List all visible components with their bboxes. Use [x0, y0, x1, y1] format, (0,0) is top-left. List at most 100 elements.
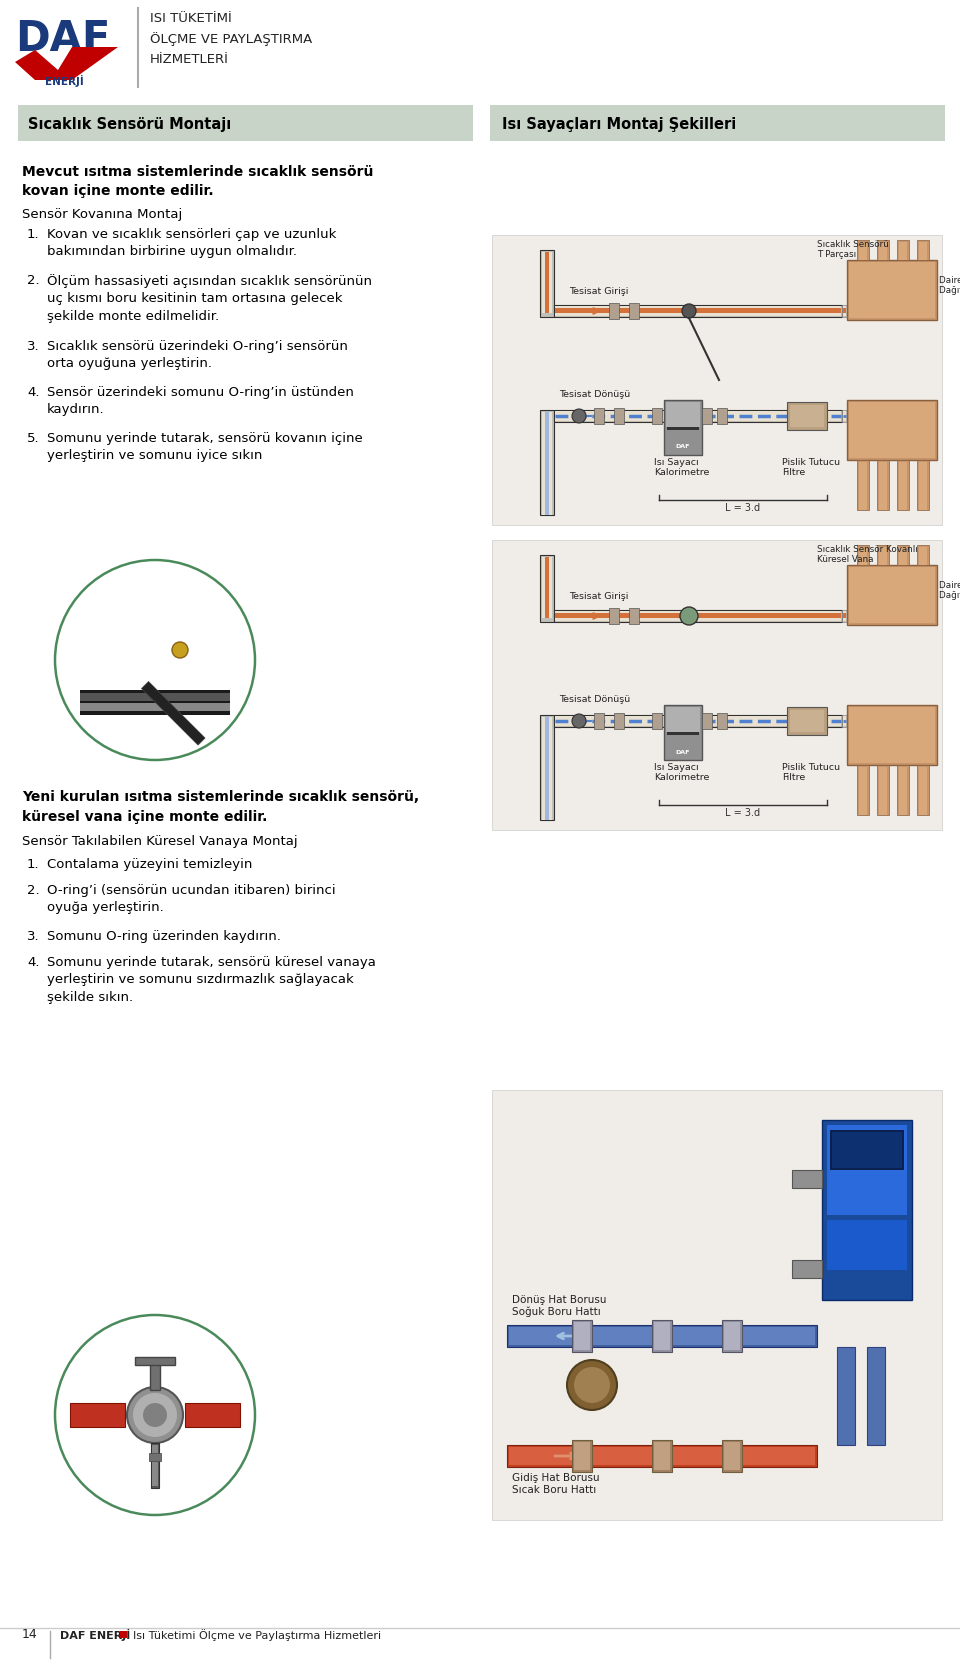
Text: Kovan ve sıcaklık sensörleri çap ve uzunluk
bakımından birbirine uygun olmalıdır: Kovan ve sıcaklık sensörleri çap ve uzun…: [47, 227, 336, 259]
Bar: [859, 461, 867, 510]
Text: Daire İçi
Dağıtım Kollektörü: Daire İçi Dağıtım Kollektörü: [939, 580, 960, 600]
Bar: [614, 714, 624, 729]
Bar: [545, 717, 549, 820]
Bar: [629, 302, 639, 319]
Bar: [702, 408, 712, 424]
Bar: [843, 306, 846, 316]
Circle shape: [680, 607, 698, 625]
Bar: [897, 765, 909, 815]
Bar: [897, 545, 909, 565]
Circle shape: [55, 1315, 255, 1516]
Bar: [542, 556, 552, 618]
Bar: [120, 1631, 127, 1638]
Bar: [18, 105, 473, 140]
Bar: [790, 404, 824, 428]
Bar: [722, 1440, 742, 1472]
Text: Tesisat Girişi: Tesisat Girişi: [569, 592, 629, 602]
Bar: [555, 612, 841, 622]
Bar: [919, 461, 927, 510]
Circle shape: [572, 409, 586, 423]
Bar: [837, 1347, 855, 1445]
Bar: [830, 1130, 904, 1170]
Text: DAF ENERJİ: DAF ENERJİ: [60, 1629, 131, 1641]
Bar: [899, 546, 907, 565]
Text: 14: 14: [22, 1629, 37, 1641]
Text: Isı Sayacı
Kalorimetre: Isı Sayacı Kalorimetre: [654, 458, 709, 478]
Text: Somunu O-ring üzerinden kaydırın.: Somunu O-ring üzerinden kaydırın.: [47, 931, 281, 942]
Bar: [149, 1454, 161, 1460]
Bar: [594, 714, 604, 729]
Text: Sensör Takılabilen Küresel Vanaya Montaj: Sensör Takılabilen Küresel Vanaya Montaj: [22, 836, 298, 847]
Bar: [609, 302, 619, 319]
Text: Tesisat Girişi: Tesisat Girişi: [569, 287, 629, 296]
Text: Sıcaklık sensörü üzerindeki O-ring’i sensörün
orta oyuğuna yerleştirin.: Sıcaklık sensörü üzerindeki O-ring’i sen…: [47, 339, 348, 371]
Bar: [917, 241, 929, 261]
Bar: [554, 306, 842, 317]
Bar: [554, 610, 842, 622]
Circle shape: [567, 1360, 617, 1410]
Bar: [664, 705, 702, 760]
Text: 2.: 2.: [27, 274, 39, 287]
Bar: [572, 1440, 592, 1472]
Text: ISI TÜKETİMİ
ÖLÇME VE PAYLAŞTIRMA
HİZMETLERİ: ISI TÜKETİMİ ÖLÇME VE PAYLAŞTIRMA HİZMET…: [150, 12, 312, 65]
Bar: [847, 565, 937, 625]
Bar: [857, 241, 869, 261]
Bar: [722, 1320, 742, 1352]
Bar: [843, 411, 846, 421]
Bar: [507, 1325, 817, 1347]
Bar: [919, 767, 927, 815]
Text: Daire İçi
Dağıtım Kollektörü: Daire İçi Dağıtım Kollektörü: [939, 276, 960, 296]
Bar: [664, 399, 702, 455]
Text: Contalama yüzeyini temizleyin: Contalama yüzeyini temizleyin: [47, 857, 252, 871]
Bar: [555, 306, 841, 316]
Text: Tesisat Dönüşü: Tesisat Dönüşü: [559, 389, 631, 399]
Bar: [555, 411, 841, 421]
Bar: [877, 460, 889, 510]
Bar: [594, 408, 604, 424]
Bar: [152, 1445, 158, 1486]
Bar: [654, 1442, 670, 1470]
Bar: [652, 714, 662, 729]
Text: Somunu yerinde tutarak, sensörü küresel vanaya
yerleştirin ve somunu sızdırmazlı: Somunu yerinde tutarak, sensörü küresel …: [47, 956, 376, 1004]
Bar: [652, 1320, 672, 1352]
Text: Isı Sayacı
Kalorimetre: Isı Sayacı Kalorimetre: [654, 764, 709, 782]
Text: Sıcaklık Sensörü
T Parçası: Sıcaklık Sensörü T Parçası: [817, 241, 889, 259]
Text: 4.: 4.: [27, 386, 39, 399]
Text: Sıcaklık Sensör Kovanlı
Küresel Vana: Sıcaklık Sensör Kovanlı Küresel Vana: [817, 545, 918, 565]
Bar: [877, 241, 889, 261]
Text: L = 3.d: L = 3.d: [726, 503, 760, 513]
Bar: [843, 307, 846, 312]
Text: Isı Tüketimi Ölçme ve Paylaştırma Hizmetleri: Isı Tüketimi Ölçme ve Paylaştırma Hizmet…: [133, 1629, 381, 1641]
Text: Sıcaklık Sensörü Montajı: Sıcaklık Sensörü Montajı: [28, 117, 231, 132]
Text: ENERJİ: ENERJİ: [45, 75, 84, 87]
Text: Mevcut ısıtma sistemlerinde sıcaklık sensörü
kovan içine monte edilir.: Mevcut ısıtma sistemlerinde sıcaklık sen…: [22, 165, 373, 199]
Bar: [857, 765, 869, 815]
Bar: [542, 413, 552, 515]
Bar: [574, 1322, 590, 1350]
Bar: [609, 608, 619, 623]
Bar: [542, 717, 552, 820]
Bar: [867, 1347, 885, 1445]
Bar: [614, 408, 624, 424]
Bar: [827, 1125, 907, 1215]
Bar: [849, 403, 935, 458]
Bar: [842, 409, 847, 423]
Bar: [879, 242, 887, 261]
Bar: [917, 765, 929, 815]
Bar: [666, 707, 700, 732]
Bar: [859, 767, 867, 815]
Text: Gidiş Hat Borusu
Sıcak Boru Hattı: Gidiş Hat Borusu Sıcak Boru Hattı: [512, 1474, 600, 1494]
Bar: [80, 693, 230, 702]
Bar: [545, 556, 549, 618]
Bar: [554, 715, 842, 727]
Text: DAF: DAF: [676, 750, 690, 755]
Bar: [843, 715, 846, 725]
Bar: [70, 1404, 125, 1427]
Text: 4.: 4.: [27, 956, 39, 969]
Bar: [545, 413, 549, 515]
Bar: [724, 1322, 740, 1350]
Bar: [879, 767, 887, 815]
Circle shape: [172, 642, 188, 658]
Bar: [492, 236, 942, 525]
Bar: [787, 707, 827, 735]
